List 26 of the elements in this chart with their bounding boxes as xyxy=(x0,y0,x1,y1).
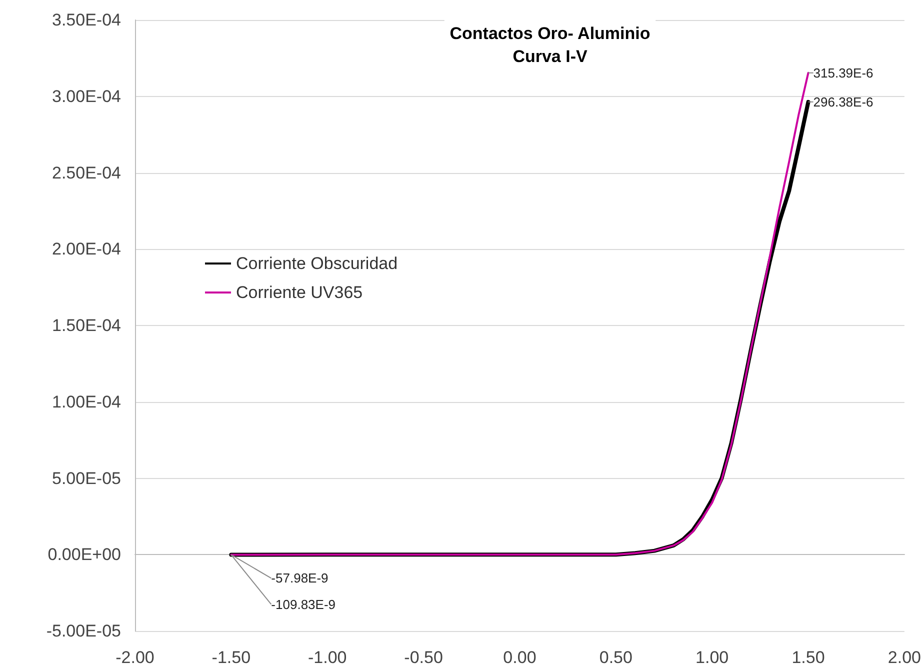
x-tick-label: 0.00 xyxy=(503,648,536,667)
data-label: 315.39E-6 xyxy=(813,65,874,80)
y-tick-label: 1.00E-04 xyxy=(52,392,121,412)
y-tick-label: 3.50E-04 xyxy=(52,10,121,30)
data-label: -57.98E-9 xyxy=(271,570,328,586)
y-tick-label: -5.00E-05 xyxy=(46,622,121,640)
y-tick-label: 0.00E+00 xyxy=(48,545,121,564)
x-tick-label: -1.00 xyxy=(308,648,347,667)
legend-label: Corriente UV365 xyxy=(236,283,363,302)
data-label: -109.83E-9 xyxy=(271,596,336,612)
y-tick-label: 5.00E-05 xyxy=(52,468,121,488)
x-tick-label: -0.50 xyxy=(404,648,443,667)
x-tick-label: 0.50 xyxy=(599,648,632,667)
x-tick-label: 1.00 xyxy=(696,648,729,667)
y-tick-label: 1.50E-04 xyxy=(52,316,121,335)
text: Curva I-V xyxy=(512,47,588,66)
x-tick-label: -1.50 xyxy=(212,648,251,667)
y-tick-label: 2.50E-04 xyxy=(52,163,121,182)
legend-label: Corriente Obscuridad xyxy=(236,254,398,273)
y-tick-label: 3.00E-04 xyxy=(52,86,121,106)
data-label: 296.38E-6 xyxy=(813,94,874,110)
x-tick-label: -2.00 xyxy=(116,648,154,667)
chart-title: Contactos Oro- Aluminio xyxy=(450,24,650,43)
x-tick-label: 1.50 xyxy=(792,648,825,667)
y-tick-label: 2.00E-04 xyxy=(52,240,121,259)
x-tick-label: 2.00 xyxy=(888,648,922,667)
